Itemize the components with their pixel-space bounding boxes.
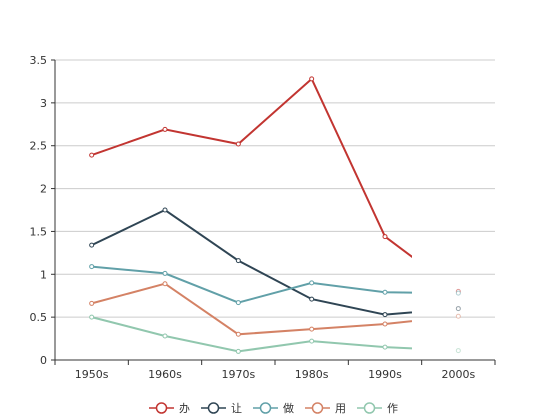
series-4 [89, 314, 461, 354]
legend-label: 办 [179, 402, 190, 415]
y-tick-label: 3.5 [30, 54, 48, 67]
series-3 [89, 281, 461, 337]
legend-item[interactable]: 让 [201, 402, 242, 415]
legend-marker-icon [259, 402, 272, 414]
data-point[interactable] [455, 348, 461, 354]
y-tick-label: 1.5 [30, 225, 48, 238]
data-point[interactable] [235, 331, 241, 337]
data-point[interactable] [89, 152, 95, 158]
x-tick-label: 1970s [221, 368, 255, 381]
y-tick-label: 0 [40, 354, 47, 367]
data-point[interactable] [309, 296, 315, 302]
data-point[interactable] [382, 289, 388, 295]
data-point[interactable] [382, 321, 388, 327]
x-tick-label: 1950s [75, 368, 109, 381]
series-line [91, 208, 412, 316]
y-tick-label: 2.5 [30, 140, 48, 153]
data-point[interactable] [309, 280, 315, 286]
data-point[interactable] [455, 313, 461, 319]
data-point[interactable] [162, 270, 168, 276]
x-tick-label: 2000s [441, 368, 475, 381]
series-line [91, 265, 412, 304]
legend-marker-icon [155, 402, 168, 414]
legend-item[interactable]: 作 [357, 402, 398, 415]
series-0 [89, 76, 461, 294]
data-point[interactable] [89, 300, 95, 306]
y-tick-label: 3 [40, 97, 47, 110]
y-tick-label: 0.5 [30, 311, 48, 324]
legend-marker-icon [207, 402, 220, 414]
legend-label: 用 [335, 402, 346, 415]
data-point[interactable] [235, 141, 241, 147]
data-point[interactable] [309, 76, 315, 82]
x-axis: 1950s 1960s 1970s 1980s 1990s 2000s [54, 359, 496, 381]
y-tick-label: 2 [40, 183, 47, 196]
data-point[interactable] [455, 306, 461, 312]
legend[interactable]: 办让做用作 [149, 401, 398, 415]
data-point[interactable] [235, 258, 241, 264]
legend-item[interactable]: 办 [149, 402, 190, 415]
data-point[interactable] [89, 314, 95, 320]
data-point[interactable] [382, 344, 388, 350]
series-2 [89, 264, 461, 306]
series-line [91, 282, 412, 336]
data-point[interactable] [455, 290, 461, 296]
legend-marker-icon [363, 402, 376, 414]
legend-item[interactable]: 用 [305, 402, 346, 415]
data-point[interactable] [162, 207, 168, 213]
x-tick-label: 1990s [368, 368, 402, 381]
series-group [89, 76, 461, 354]
legend-item[interactable]: 做 [253, 401, 294, 415]
data-point[interactable] [89, 242, 95, 248]
x-tick-label: 1960s [148, 368, 182, 381]
legend-marker-icon [311, 402, 324, 414]
data-point[interactable] [162, 281, 168, 287]
data-point[interactable] [309, 326, 315, 332]
legend-label: 作 [387, 402, 398, 415]
y-tick-label: 1 [40, 268, 47, 281]
data-point[interactable] [235, 348, 241, 354]
data-point[interactable] [89, 264, 95, 270]
y-axis: 0 0.5 1 1.5 2 2.5 3 3.5 [30, 54, 56, 367]
data-point[interactable] [235, 300, 241, 306]
data-point[interactable] [309, 338, 315, 344]
series-line [91, 77, 412, 259]
data-point[interactable] [382, 312, 388, 318]
series-1 [89, 207, 461, 318]
legend-label: 做 [283, 401, 294, 415]
x-tick-label: 1980s [295, 368, 329, 381]
legend-label: 让 [231, 402, 242, 415]
data-point[interactable] [382, 234, 388, 240]
data-point[interactable] [162, 333, 168, 339]
series-line [91, 316, 412, 353]
grid-lines [55, 59, 495, 318]
data-point[interactable] [162, 126, 168, 132]
